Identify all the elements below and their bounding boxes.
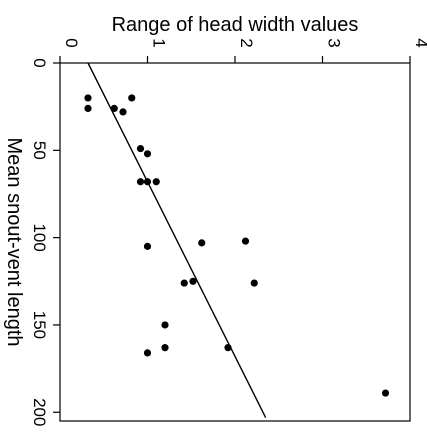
top-tick-label: 4 bbox=[412, 38, 427, 47]
left-tick-label: 50 bbox=[30, 141, 49, 160]
data-point bbox=[224, 344, 232, 352]
left-tick-label: 100 bbox=[30, 223, 49, 251]
data-point bbox=[189, 277, 197, 285]
left-tick-label: 150 bbox=[30, 311, 49, 339]
top-tick-label: 3 bbox=[325, 38, 344, 47]
top-tick-label: 1 bbox=[150, 38, 169, 47]
data-point bbox=[161, 344, 169, 352]
x-axis-ticks: 0 50 100 150 200 bbox=[30, 58, 60, 426]
left-tick-label: 200 bbox=[30, 398, 49, 426]
data-point bbox=[110, 104, 118, 113]
left-tick-label: 0 bbox=[30, 58, 49, 67]
data-point bbox=[143, 178, 152, 186]
data-point bbox=[241, 237, 250, 245]
regression-line bbox=[87, 62, 267, 418]
data-point bbox=[250, 279, 258, 287]
data-point bbox=[152, 178, 160, 186]
data-point bbox=[119, 108, 127, 116]
data-point bbox=[128, 94, 136, 102]
left-axis-title: Mean snout-vent length bbox=[3, 137, 25, 346]
data-point bbox=[84, 104, 92, 113]
top-tick-label: 2 bbox=[237, 38, 256, 47]
data-points bbox=[84, 94, 390, 397]
data-point bbox=[136, 178, 145, 186]
data-point bbox=[161, 321, 169, 329]
top-axis-title: Range of head width values bbox=[112, 14, 359, 36]
data-point bbox=[143, 150, 152, 158]
data-point bbox=[136, 144, 145, 153]
top-tick-label: 0 bbox=[62, 38, 81, 47]
data-point bbox=[180, 279, 188, 287]
data-point bbox=[198, 239, 206, 247]
data-point bbox=[143, 242, 152, 250]
y-axis-ticks: 0 1 2 3 4 bbox=[59, 38, 427, 63]
data-point bbox=[84, 94, 92, 102]
data-point bbox=[381, 389, 390, 397]
plot-frame bbox=[59, 62, 411, 422]
data-point bbox=[143, 349, 152, 357]
